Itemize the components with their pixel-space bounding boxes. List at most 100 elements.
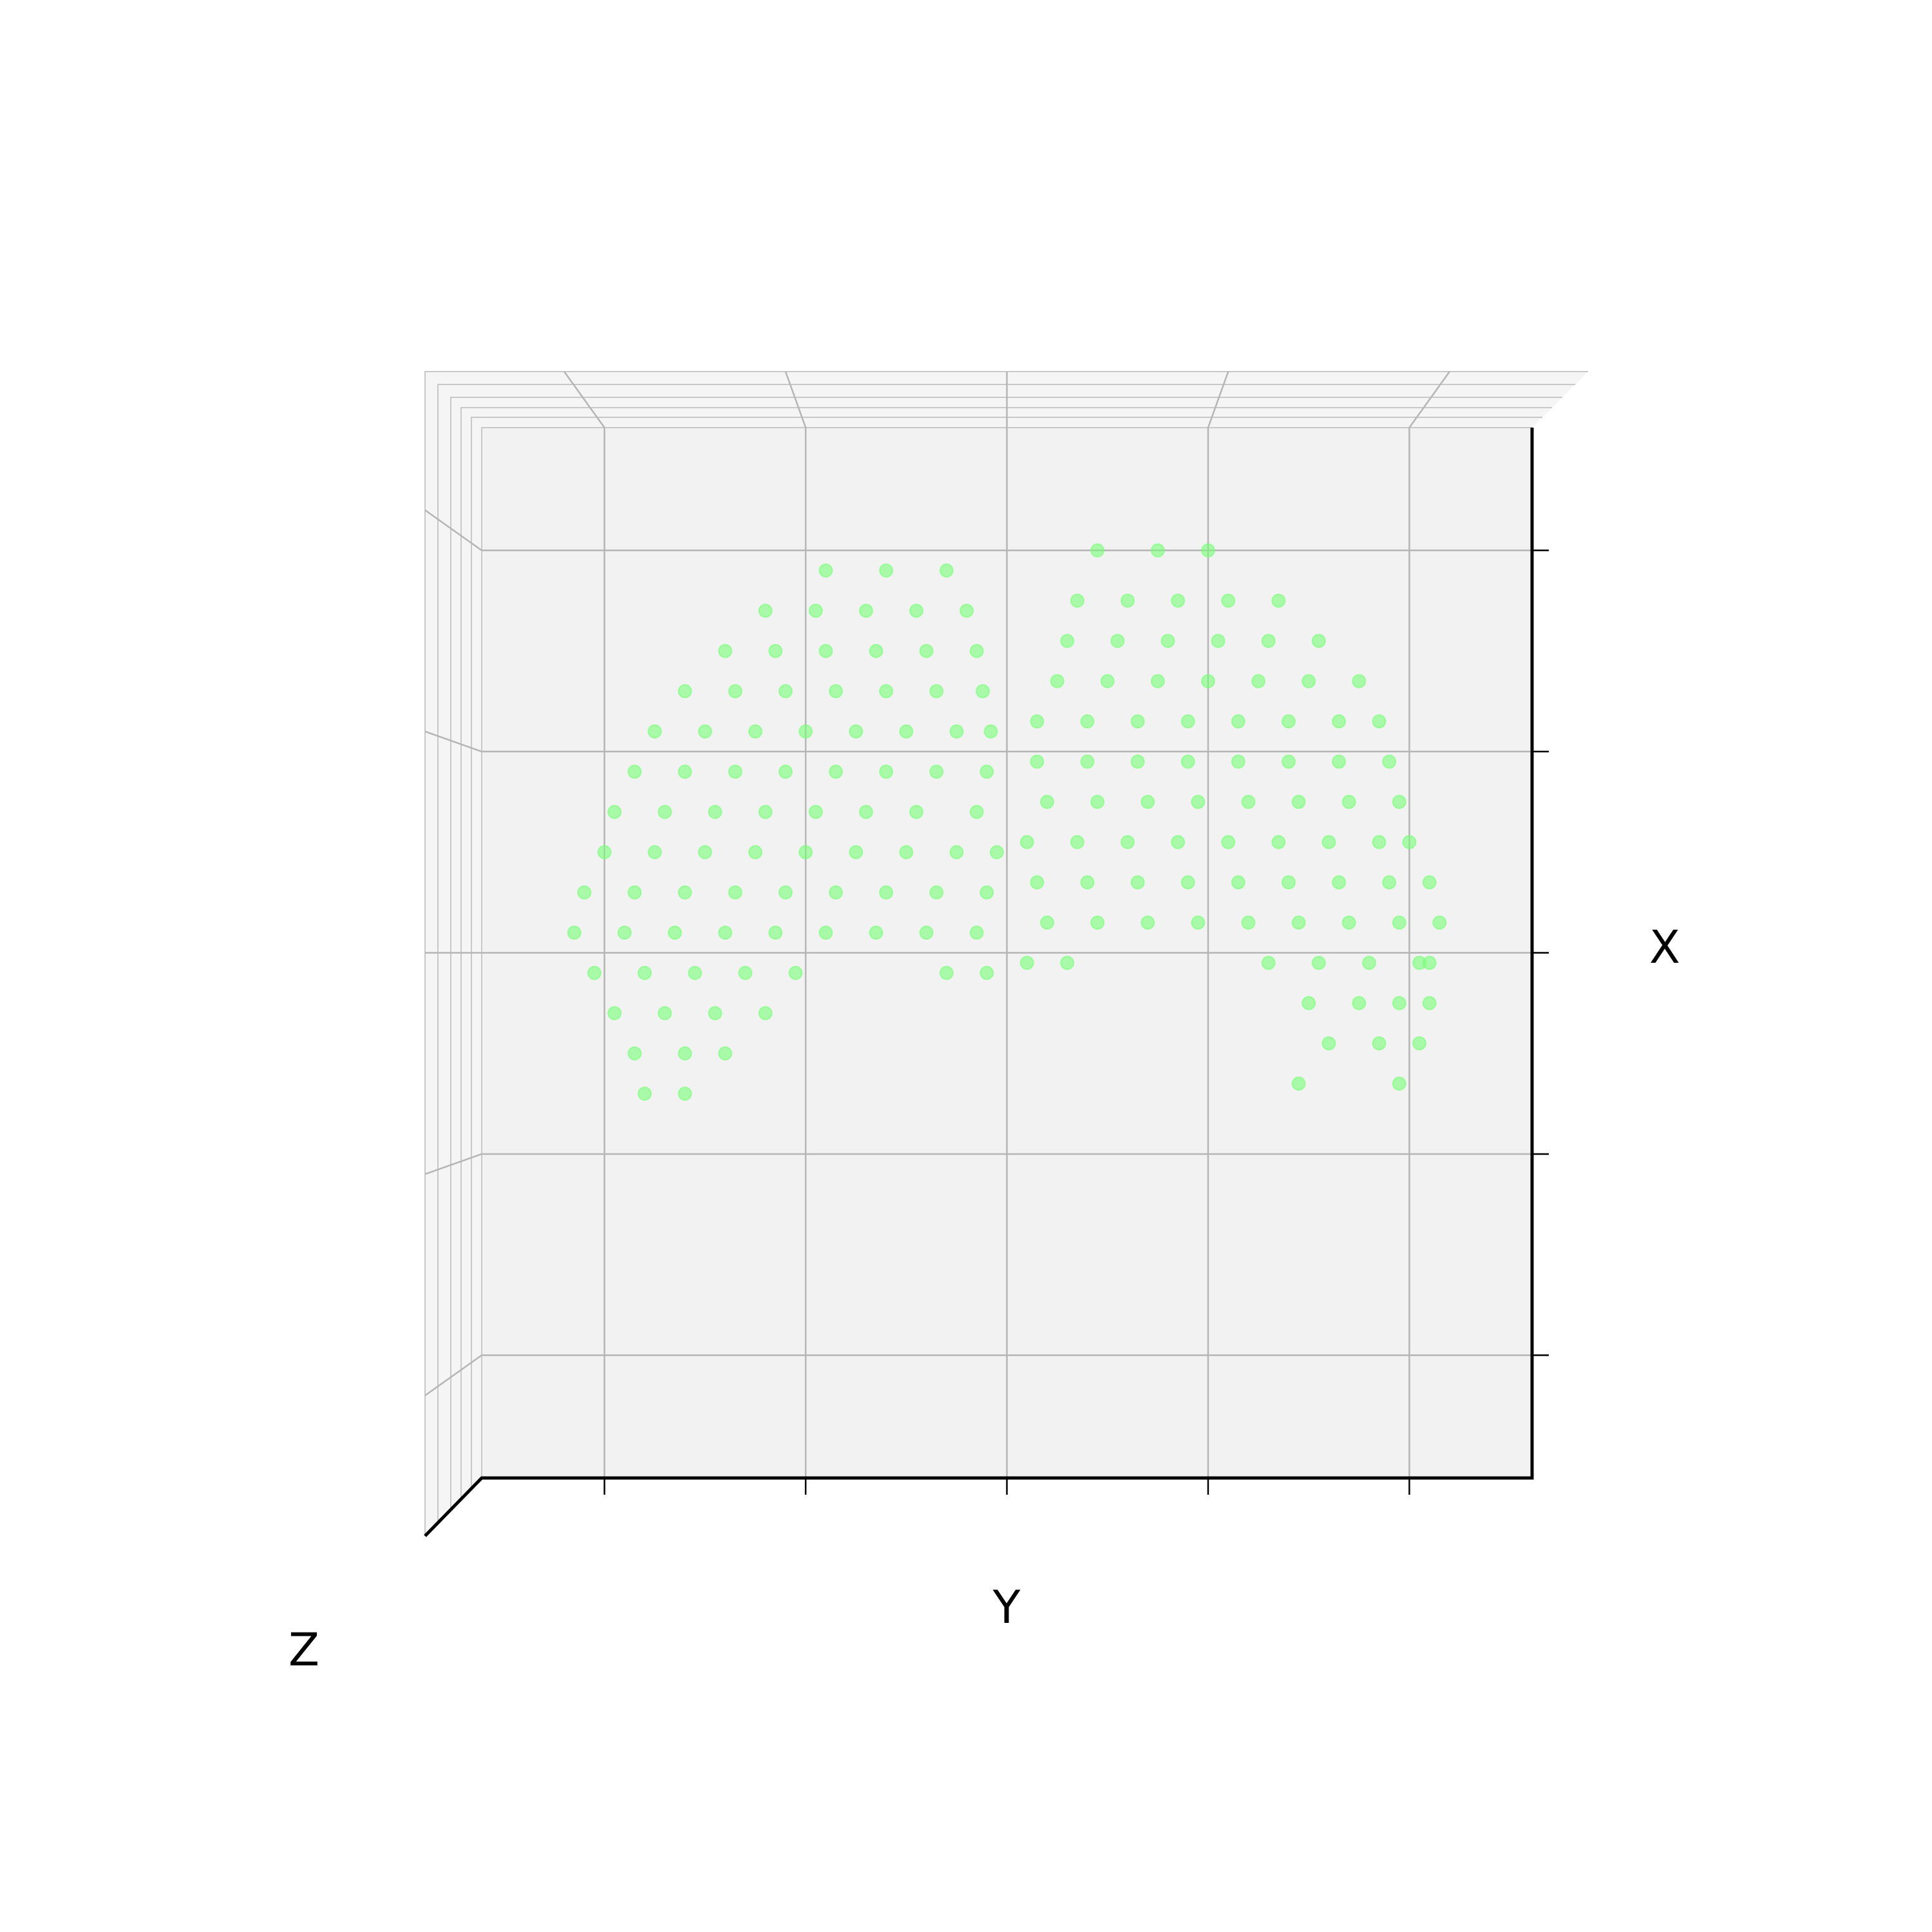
grid-line	[424, 1354, 482, 1396]
point	[587, 965, 601, 980]
point	[1261, 634, 1276, 649]
point	[879, 563, 894, 578]
point	[1171, 835, 1186, 849]
point	[1160, 634, 1175, 649]
point	[819, 643, 833, 658]
point	[1180, 714, 1195, 729]
point	[1432, 915, 1447, 930]
point	[969, 925, 984, 940]
point	[1039, 915, 1054, 930]
point	[1302, 674, 1316, 688]
point	[627, 885, 642, 900]
point	[980, 885, 994, 900]
point	[828, 684, 843, 699]
point	[658, 804, 672, 819]
point	[1382, 875, 1397, 890]
point	[909, 804, 923, 819]
point	[1110, 634, 1125, 649]
point	[677, 1046, 692, 1061]
point	[1422, 875, 1437, 890]
point	[849, 845, 864, 860]
point	[1422, 956, 1437, 971]
ticks	[603, 549, 1549, 1495]
grid-line	[424, 730, 482, 753]
pane-edge	[437, 384, 1575, 1523]
point	[879, 684, 894, 699]
point	[758, 804, 773, 819]
point	[1261, 956, 1276, 971]
point	[969, 643, 984, 658]
point	[1341, 795, 1356, 810]
point	[1412, 1036, 1427, 1051]
point	[828, 764, 843, 779]
point	[617, 925, 632, 940]
point	[1402, 835, 1417, 849]
point	[1241, 795, 1256, 810]
point	[1372, 714, 1387, 729]
point	[1332, 714, 1347, 729]
point	[1090, 543, 1105, 558]
point	[778, 684, 793, 699]
x-axis-label: X	[1649, 921, 1680, 974]
point	[1090, 915, 1105, 930]
point	[1019, 835, 1034, 849]
point	[748, 724, 762, 739]
grid-line	[424, 509, 482, 551]
point	[1352, 674, 1367, 688]
point	[960, 603, 974, 618]
point	[799, 724, 813, 739]
point	[858, 804, 873, 819]
point	[1321, 1036, 1336, 1051]
point	[758, 603, 773, 618]
point	[1422, 996, 1437, 1010]
point	[1019, 956, 1034, 971]
point	[879, 764, 894, 779]
point	[627, 764, 642, 779]
point	[677, 764, 692, 779]
point	[688, 965, 703, 980]
point	[788, 965, 803, 980]
point	[1392, 795, 1406, 810]
point	[819, 563, 833, 578]
point	[667, 925, 682, 940]
point	[1070, 593, 1084, 608]
point	[1392, 996, 1406, 1010]
point	[909, 603, 923, 618]
point	[1120, 593, 1135, 608]
point	[949, 845, 964, 860]
grid-line	[784, 371, 807, 428]
point	[728, 684, 743, 699]
point	[983, 724, 998, 739]
point	[929, 764, 944, 779]
point	[1200, 543, 1215, 558]
point	[1281, 875, 1296, 890]
point	[939, 965, 954, 980]
point	[1060, 956, 1075, 971]
point	[1231, 875, 1245, 890]
point	[1141, 795, 1155, 810]
point	[697, 724, 712, 739]
point	[799, 845, 813, 860]
point	[849, 724, 864, 739]
point	[708, 804, 723, 819]
point	[1341, 915, 1356, 930]
point	[758, 1006, 773, 1021]
point	[1039, 795, 1054, 810]
point	[1302, 996, 1316, 1010]
point	[1281, 714, 1296, 729]
y-axis-label: Y	[992, 1581, 1021, 1634]
point	[1080, 714, 1095, 729]
point	[989, 845, 1004, 860]
point	[1080, 875, 1095, 890]
point	[1030, 714, 1045, 729]
point	[869, 643, 884, 658]
point	[577, 885, 592, 900]
point	[1180, 754, 1195, 769]
point	[607, 804, 622, 819]
point	[677, 885, 692, 900]
point	[1150, 674, 1165, 688]
point	[1060, 634, 1075, 649]
point	[1070, 835, 1084, 849]
point	[1291, 795, 1306, 810]
